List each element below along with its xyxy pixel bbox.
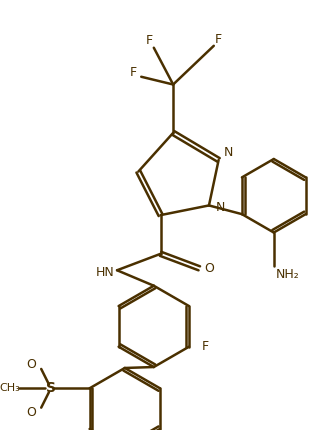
Text: F: F (215, 32, 222, 45)
Text: HN: HN (96, 266, 115, 279)
Text: CH₃: CH₃ (0, 383, 20, 393)
Text: N: N (216, 201, 225, 214)
Text: S: S (46, 382, 56, 395)
Text: N: N (224, 146, 233, 159)
Text: NH₂: NH₂ (275, 267, 299, 281)
Text: O: O (204, 262, 214, 275)
Text: O: O (26, 357, 37, 371)
Text: F: F (130, 66, 137, 80)
Text: O: O (26, 406, 37, 419)
Text: F: F (202, 340, 209, 353)
Text: F: F (146, 35, 152, 48)
